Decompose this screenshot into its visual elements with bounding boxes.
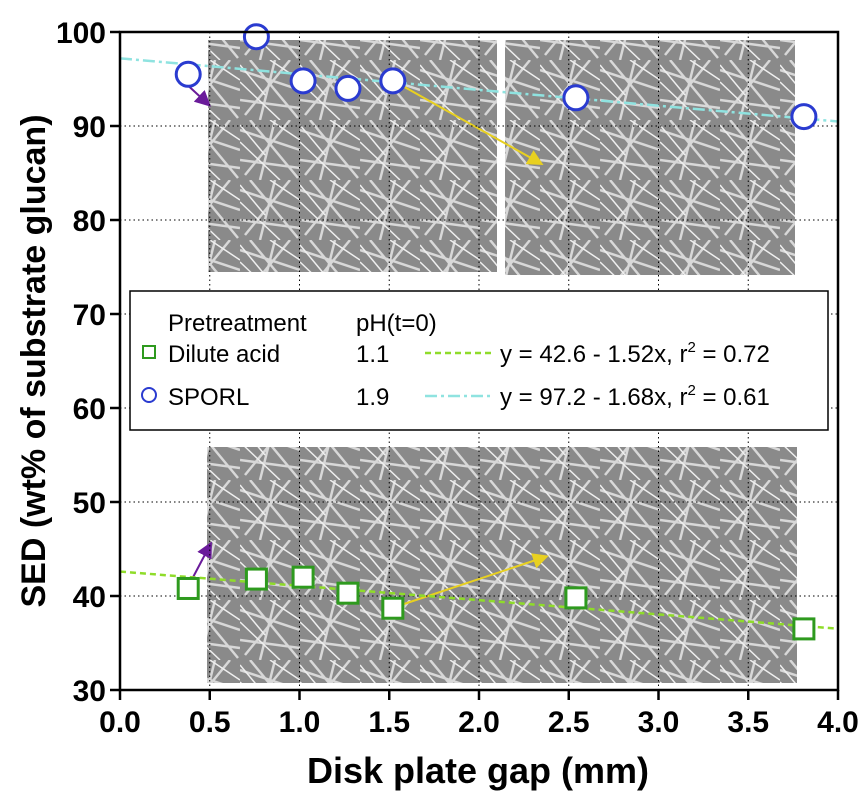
y-tick-label: 50 — [73, 487, 106, 520]
point — [336, 76, 360, 100]
point — [794, 619, 814, 639]
point — [246, 569, 266, 589]
point — [293, 567, 313, 587]
point — [383, 598, 403, 618]
legend-marker — [142, 388, 156, 402]
fit-label-part: 2 — [687, 382, 695, 399]
fit-label: y = 42.6 - 1.52x, r2 = 0.72 — [500, 339, 770, 368]
fit-label-part: 2 — [687, 339, 695, 356]
legend-header: Pretreatment — [168, 310, 307, 337]
x-tick-label: 4.0 — [817, 706, 859, 739]
point — [244, 25, 268, 49]
legend-ph: 1.1 — [356, 341, 389, 368]
legend-label: SPORL — [168, 384, 249, 411]
x-tick-label: 1.5 — [368, 706, 410, 739]
fit-label: y = 97.2 - 1.68x, r2 = 0.61 — [500, 382, 770, 411]
legend: Pretreatment pH(t=0) Dilute acid 1.1 y = 4… — [130, 291, 828, 430]
sem-image — [507, 447, 797, 683]
y-tick-label: 60 — [73, 393, 106, 426]
y-tick-label: 30 — [73, 675, 106, 708]
x-tick-label: 0.5 — [189, 706, 231, 739]
y-axis-title: SED (wt% of substrate glucan) — [15, 114, 53, 607]
legend-ph: 1.9 — [356, 384, 389, 411]
point — [176, 62, 200, 86]
y-tick-label: 70 — [73, 299, 106, 332]
x-tick-label: 3.5 — [727, 706, 769, 739]
x-tick-label: 2.0 — [458, 706, 500, 739]
x-axis-title: Disk plate gap (mm) — [307, 750, 649, 791]
fit-label-part: y = 97.2 - 1.68x, r — [500, 384, 687, 411]
sem-image — [207, 447, 520, 683]
y-tick-label: 100 — [56, 17, 106, 50]
fit-label-part: y = 42.6 - 1.52x, r — [500, 341, 687, 368]
y-tick-label: 90 — [73, 111, 106, 144]
point — [178, 578, 198, 598]
fit-label-part: = 0.72 — [696, 341, 770, 368]
point — [338, 583, 358, 603]
fit-label-part: = 0.61 — [696, 384, 770, 411]
point — [792, 105, 816, 129]
x-tick-label: 3.0 — [638, 706, 680, 739]
x-tick-label: 2.5 — [548, 706, 590, 739]
point — [291, 69, 315, 93]
y-tick-label: 40 — [73, 581, 106, 614]
chart: 0.0 0.5 1.0 1.5 2.0 2.5 3.0 3.5 4.0 30 40 50 60 70 80 9… — [0, 0, 863, 796]
point — [564, 86, 588, 110]
sem-image — [208, 40, 497, 272]
point — [566, 588, 586, 608]
x-tick-label: 0.0 — [99, 706, 141, 739]
legend-marker — [143, 346, 155, 358]
x-tick-label: 1.0 — [279, 706, 321, 739]
point — [381, 69, 405, 93]
sem-image — [505, 40, 795, 275]
y-tick-label: 80 — [73, 205, 106, 238]
legend-label: Dilute acid — [168, 341, 280, 368]
legend-header: pH(t=0) — [356, 310, 437, 337]
